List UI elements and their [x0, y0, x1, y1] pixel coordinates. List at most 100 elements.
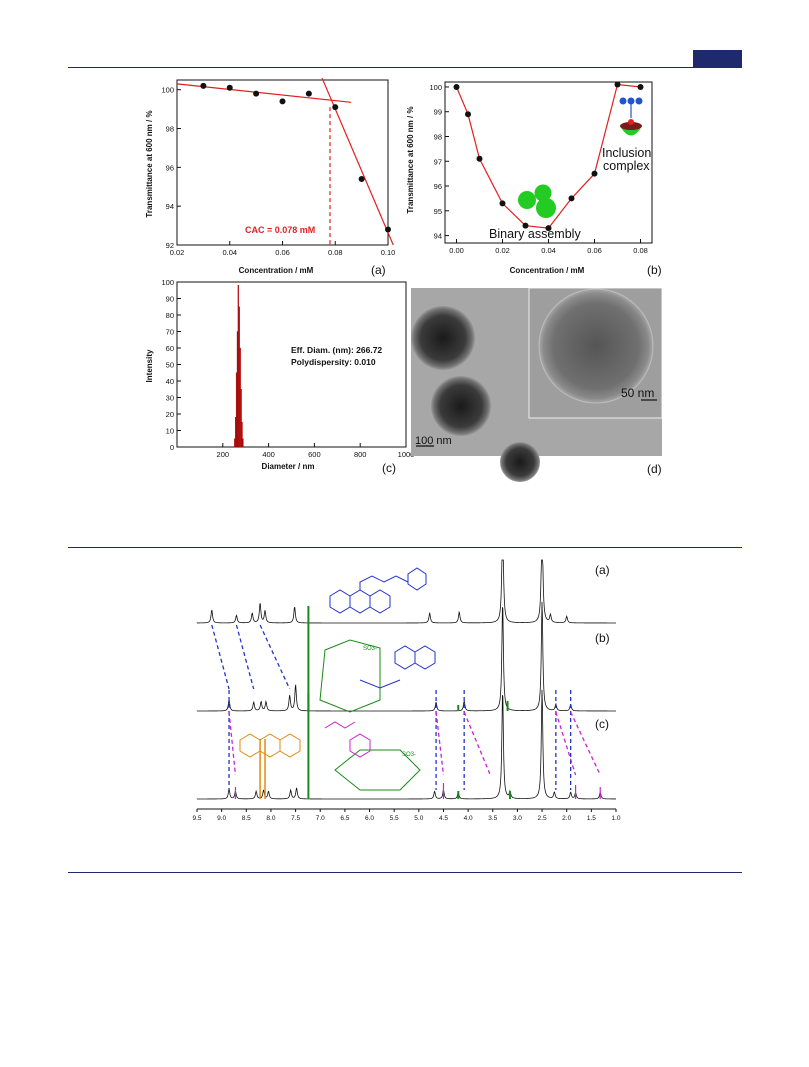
panel-b-label: (b): [647, 263, 662, 277]
nmr-correlation-blue: [235, 624, 255, 690]
panel-b-point: [453, 83, 460, 90]
panel-b-xtick-label: 0.02: [495, 246, 510, 255]
scale-text-1: 100 nm: [415, 435, 452, 447]
nmr-tick-label: 6.0: [365, 815, 374, 822]
middle-rule: [68, 547, 742, 548]
nmr-tick-label: 4.5: [439, 815, 448, 822]
nmr-correlation-magenta: [463, 711, 491, 776]
binary-assembly-label: Binary assembly: [489, 227, 581, 241]
panel-b-ytick-label: 98: [434, 132, 442, 141]
panel-c-bar: [242, 438, 244, 448]
panel-a-point: [358, 176, 365, 182]
nmr-tick-label: 8.0: [266, 815, 275, 822]
panel-a-point: [385, 226, 391, 233]
panel-b-ytick-label: 97: [434, 157, 442, 166]
panel-a-point: [253, 90, 260, 97]
panel-a-point: [279, 98, 286, 105]
panel-b-ytick-label: 94: [434, 232, 442, 241]
header-block: [693, 50, 742, 67]
panel-a-point: [226, 84, 233, 91]
panel-c-ytick-label: 60: [166, 344, 174, 353]
panel-c-ytick-label: 40: [166, 377, 174, 386]
panel-a-xtick-label: 0.02: [170, 248, 185, 257]
panel-b-point: [476, 155, 483, 162]
panel-a-xtick-label: 0.10: [381, 248, 396, 257]
dls-info-1: Eff. Diam. (nm): 266.72: [291, 345, 382, 355]
panel-b-series-line: [455, 83, 641, 229]
structure-b-text: SO3-: [363, 646, 377, 652]
structure-c-text: SO3-: [402, 752, 416, 758]
panel-c-ytick-label: 20: [166, 410, 174, 419]
nmr-tick-label: 8.5: [242, 815, 251, 822]
nmr-spectrum-trace: [196, 559, 616, 624]
panel-a-point: [332, 104, 339, 111]
panel-a-ytick-label: 100: [161, 86, 174, 95]
panel-a-point: [305, 90, 312, 97]
nmr-label-a: (a): [595, 563, 610, 577]
panel-d-label: (d): [647, 462, 662, 476]
panel-a-xlabel: Concentration / mM: [239, 266, 314, 275]
nmr-correlation-magenta: [570, 711, 601, 776]
panel-c-ytick-label: 80: [166, 311, 174, 320]
nmr-label-c: (c): [595, 717, 609, 731]
nmr-tick-label: 3.0: [513, 815, 522, 822]
inclusion-label-2: complex: [603, 159, 650, 173]
panel-c-ytick-label: 100: [161, 278, 174, 287]
panel-b-ytick-label: 96: [434, 182, 442, 191]
inclusion-label-1: Inclusion: [602, 146, 651, 160]
panel-b-point: [637, 83, 644, 90]
nmr-tick-label: 9.5: [192, 815, 201, 822]
panel-a-ytick-label: 92: [166, 241, 174, 250]
panel-c-ytick-label: 30: [166, 394, 174, 403]
structure-b-sketch: [319, 639, 436, 713]
panel-c-ytick-label: 10: [166, 427, 174, 436]
panel-c-xtick-label: 200: [217, 450, 230, 459]
panel-b-xlabel: Concentration / mM: [510, 266, 585, 275]
panel-a-ytick-label: 96: [166, 163, 174, 172]
panel-b-point: [522, 222, 529, 229]
panel-b-xtick-label: 0.04: [541, 246, 556, 255]
nmr-tick-label: 1.0: [611, 815, 620, 822]
panel-a-ytick-label: 98: [166, 125, 174, 134]
nmr-spectrum-trace: [196, 689, 616, 800]
panel-b-point: [614, 81, 621, 88]
panel-c-label: (c): [382, 461, 396, 475]
panel-b-point: [568, 195, 575, 202]
panel-b-xtick-label: 0.06: [587, 246, 602, 255]
nmr-spectrum-trace: [196, 601, 616, 712]
nmr-label-b: (b): [595, 631, 610, 645]
dls-info-2: Polydispersity: 0.010: [291, 357, 376, 367]
structure-a-sketch: [329, 567, 427, 614]
panel-c-ylabel: Intensity: [145, 349, 154, 382]
panel-b-ytick-label: 95: [434, 207, 442, 216]
structure-c-complex: [324, 721, 421, 791]
panel-c-xtick-label: 400: [262, 450, 275, 459]
cac-annotation: CAC = 0.078 mM: [245, 225, 315, 235]
nmr-tick-label: 6.5: [340, 815, 349, 822]
panel-c-ytick-label: 70: [166, 328, 174, 337]
binary-assembly-illustration: [518, 184, 556, 218]
panel-b-point: [591, 170, 598, 177]
panel-c-ytick-label: 0: [170, 443, 174, 452]
nmr-tick-label: 1.5: [587, 815, 596, 822]
top-rule: [68, 67, 742, 68]
panel-a-label: (a): [371, 263, 386, 277]
scale-text-2: 50 nm: [621, 386, 654, 400]
panel-a-ylabel: Transmittance at 600 nm / %: [145, 110, 154, 217]
panel-b-xtick-label: 0.00: [449, 246, 464, 255]
nmr-correlation-magenta: [555, 711, 577, 776]
inclusion-complex-illustration: [619, 97, 643, 136]
nmr-correlation-magenta: [435, 711, 445, 776]
bottom-rule: [68, 872, 742, 873]
panel-c-ytick-label: 50: [166, 361, 174, 370]
panel-b-point: [499, 200, 506, 207]
panel-c-xtick-label: 800: [354, 450, 367, 459]
nmr-correlation-magenta: [228, 711, 237, 776]
nmr-tick-label: 5.0: [414, 815, 423, 822]
panel-b-ytick-label: 99: [434, 108, 442, 117]
panel-c-xlabel: Diameter / nm: [262, 462, 315, 471]
panel-b-ylabel: Transmittance at 600 nm / %: [406, 106, 415, 213]
